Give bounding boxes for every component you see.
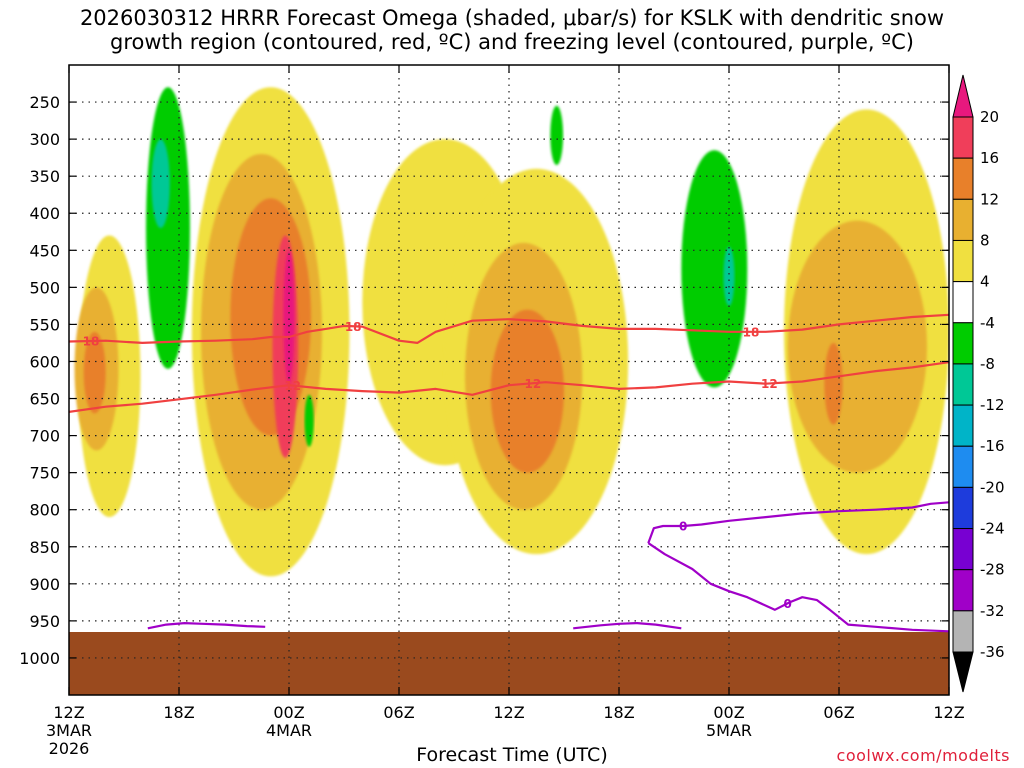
y-tick-label-550: 550 [29, 315, 60, 334]
colorbar-label-11: -28 [980, 561, 1005, 579]
omega-region-10 [304, 394, 314, 447]
x-tick-label-30: 18Z [603, 703, 634, 722]
colorbar-label-1: 16 [980, 149, 999, 167]
colorbar-bin-8 [952, 445, 974, 488]
contour-label-dgz_minus12-2: 12 [761, 377, 778, 391]
y-tick-label-600: 600 [29, 352, 60, 371]
y-tick-label-850: 850 [29, 538, 60, 557]
colorbar-label-2: 12 [980, 190, 999, 208]
colorbar-bottom-arrow [952, 651, 974, 693]
x-tick-label-36: 00Z [713, 703, 744, 722]
colorbar-bin-12 [952, 610, 974, 653]
contour-label-dgz_minus12-1: 12 [524, 377, 541, 391]
colorbar-label-5: -4 [980, 314, 995, 332]
x-tick-label-12: 00Z [273, 703, 304, 722]
omega-region-15 [550, 105, 564, 166]
omega-region-4 [151, 139, 170, 229]
contour-freezing_0_segment2 [573, 621, 682, 630]
y-tick-label-750: 750 [29, 464, 60, 483]
colorbar-label-13: -36 [980, 643, 1005, 661]
colorbar-bin-5 [952, 322, 974, 365]
colorbar-bin-11 [952, 569, 974, 612]
contour-freezing_0_segment1 [147, 621, 266, 630]
contour-label-dgz_minus18-1: 18 [345, 320, 362, 334]
omega-region-14 [490, 309, 564, 473]
contour-labels: 18 18 18 12 12 12 0 0 [83, 320, 792, 611]
contour-label-freezing_0_segment3-0: 0 [679, 520, 687, 534]
colorbar: 20 16 12 8 4 -4 -8 -12 -16 -20 -24 -28 -32 -36 [952, 74, 1005, 693]
colorbar-label-8: -16 [980, 437, 1005, 455]
omega-region-17 [723, 246, 735, 306]
y-tick-label-900: 900 [29, 575, 60, 594]
chart-title-line1: 2026030312 HRRR Forecast Omega (shaded, … [79, 6, 945, 30]
colorbar-top-arrow [952, 74, 974, 118]
contour-freezing_0_segment4 [647, 542, 949, 633]
omega-region-16 [681, 150, 748, 388]
omega-region-20 [824, 342, 843, 425]
y-tick-label-700: 700 [29, 427, 60, 446]
chart-title-line2: growth region (contoured, red, ºC) and f… [110, 30, 914, 54]
contour-label-dgz_minus18-2: 18 [743, 325, 760, 339]
colorbar-bin-10 [952, 528, 974, 571]
x-tick-label-6: 18Z [163, 703, 194, 722]
colorbar-label-3: 8 [980, 231, 990, 249]
x-tick-year-0: 2026 [49, 739, 90, 758]
y-tick-label-650: 650 [29, 390, 60, 409]
y-axis: 250 300 350 400 450 500 550 600 650 700 750 800 850 9… [19, 93, 949, 668]
contour-label-dgz_minus12-0: 12 [284, 379, 301, 393]
colorbar-bin-1 [952, 157, 974, 200]
omega-region-7 [230, 198, 311, 436]
contour-freezing_0_segment3 [647, 501, 949, 544]
colorbar-bin-2 [952, 198, 974, 241]
colorbar-label-6: -8 [980, 355, 995, 373]
contour-dgz_minus12 [69, 361, 949, 413]
contour-lines [69, 313, 949, 633]
omega-region-3 [146, 87, 190, 369]
colorbar-label-9: -20 [980, 478, 1005, 496]
colorbar-label-4: 4 [980, 273, 990, 291]
x-tick-label-42: 06Z [823, 703, 854, 722]
gridlines [69, 65, 949, 695]
contour-dgz_minus18 [69, 313, 949, 344]
x-tick-date-0: 3MAR [46, 721, 92, 740]
y-tick-label-500: 500 [29, 278, 60, 297]
x-tick-label-18: 06Z [383, 703, 414, 722]
y-tick-label-800: 800 [29, 501, 60, 520]
x-tick-date-36: 5MAR [706, 721, 752, 740]
x-tick-label-24: 12Z [493, 703, 524, 722]
colorbar-bin-4 [952, 281, 974, 324]
y-tick-label-300: 300 [29, 130, 60, 149]
colorbar-label-7: -12 [980, 396, 1005, 414]
credit-text: coolwx.com/modelts [836, 746, 1010, 765]
y-tick-label-350: 350 [29, 167, 60, 186]
colorbar-bin-7 [952, 404, 974, 447]
y-tick-label-450: 450 [29, 241, 60, 260]
x-tick-label-48: 12Z [933, 703, 964, 722]
omega-region-9 [283, 250, 295, 384]
colorbar-bin-3 [952, 239, 974, 283]
chart-title: 2026030312 HRRR Forecast Omega (shaded, … [0, 6, 1024, 54]
y-tick-label-1000: 1000 [19, 649, 60, 668]
x-tick-date-12: 4MAR [266, 721, 312, 740]
contour-label-dgz_minus18-0: 18 [83, 335, 100, 349]
colorbar-bin-0 [952, 116, 974, 159]
colorbar-label-12: -32 [980, 602, 1005, 620]
x-axis-title: Forecast Time (UTC) [416, 744, 608, 766]
colorbar-bin-6 [952, 363, 974, 406]
omega-region-2 [83, 331, 106, 414]
omega-shading [74, 87, 949, 577]
y-tick-label-400: 400 [29, 204, 60, 223]
omega-region-19 [787, 220, 927, 473]
colorbar-label-10: -24 [980, 520, 1005, 538]
y-tick-label-950: 950 [29, 612, 60, 631]
x-tick-label-0: 12Z [53, 703, 84, 722]
contour-label-freezing_0_segment4-0: 0 [783, 597, 791, 611]
colorbar-label-0: 20 [980, 108, 999, 126]
y-tick-label-250: 250 [29, 93, 60, 112]
colorbar-bin-9 [952, 486, 974, 530]
